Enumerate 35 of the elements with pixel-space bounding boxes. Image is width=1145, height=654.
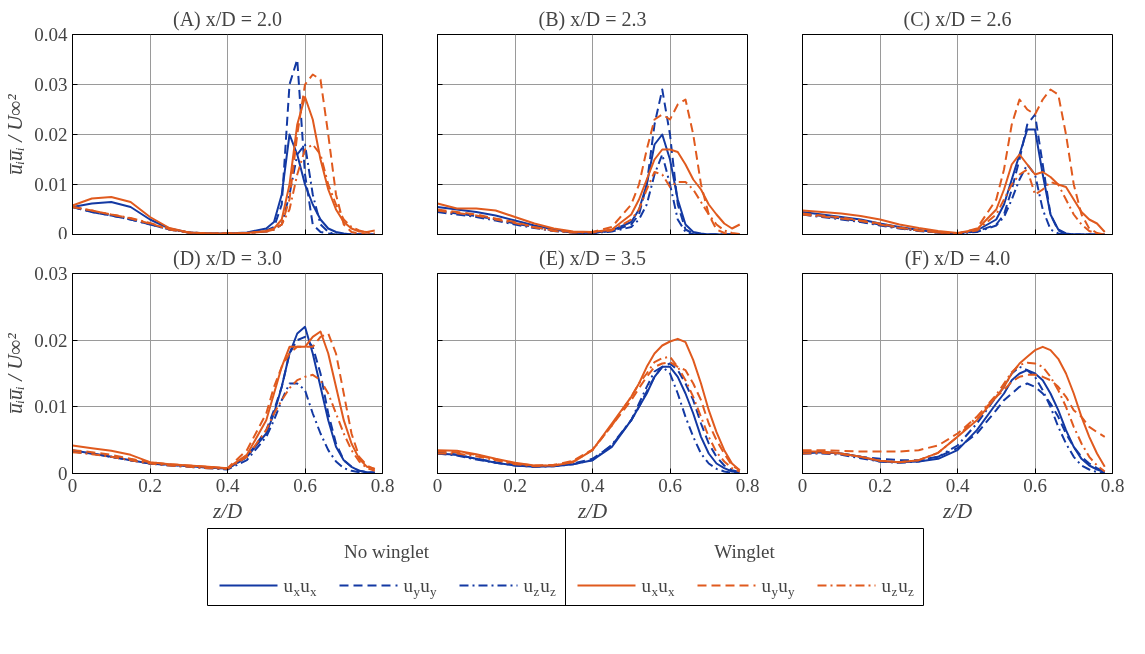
- x-tick-label: 0.8: [735, 474, 760, 496]
- y-tick-label: 0.02: [34, 124, 68, 145]
- y-tick-label: 0.03: [34, 74, 68, 95]
- x-tick-label: 0.6: [1023, 474, 1047, 496]
- chart-title: (C) x/D = 2.6: [903, 7, 1012, 31]
- x-tick-label: 0.4: [945, 474, 970, 496]
- y-tick-label: 0.04: [34, 24, 68, 45]
- x-tick-label: 0: [797, 474, 808, 496]
- x-tick-label: 0.2: [503, 474, 527, 496]
- x-tick-label: 0.6: [293, 474, 317, 496]
- x-tick-label: 0.8: [370, 474, 395, 496]
- y-tick-label: 0: [58, 222, 68, 244]
- chart-title: (E) x/D = 3.5: [539, 246, 646, 270]
- x-axis-title: z/D: [576, 498, 608, 523]
- chart-title: (D) x/D = 3.0: [172, 246, 283, 270]
- x-axis-title: z/D: [211, 498, 243, 523]
- x-tick-label: 0.4: [215, 474, 240, 496]
- y-tick-label: 0.02: [34, 329, 68, 351]
- y-axis-title: u̅ᵢu̅ᵢ / U∞²: [3, 332, 28, 414]
- chart-title: (F) x/D = 4.0: [904, 246, 1011, 270]
- x-tick-label: 0.8: [1100, 474, 1125, 496]
- x-tick-label: 0.4: [580, 474, 605, 496]
- text: Winglet: [714, 541, 775, 562]
- y-tick-label: 0.03: [34, 263, 68, 284]
- y-tick-label: 0.01: [34, 174, 68, 195]
- text: No winglet: [344, 541, 429, 562]
- x-tick-label: 0: [432, 474, 443, 496]
- x-tick-label: 0.2: [138, 474, 162, 496]
- chart-title: (A) x/D = 2.0: [172, 7, 283, 31]
- chart-title: (B) x/D = 2.3: [538, 7, 647, 31]
- y-axis-title: u̅ᵢu̅ᵢ / U∞²: [3, 93, 28, 175]
- x-tick-label: 0.6: [658, 474, 682, 496]
- y-tick-label: 0.01: [34, 396, 68, 418]
- x-tick-label: 0.2: [868, 474, 892, 496]
- x-axis-title: z/D: [941, 498, 973, 523]
